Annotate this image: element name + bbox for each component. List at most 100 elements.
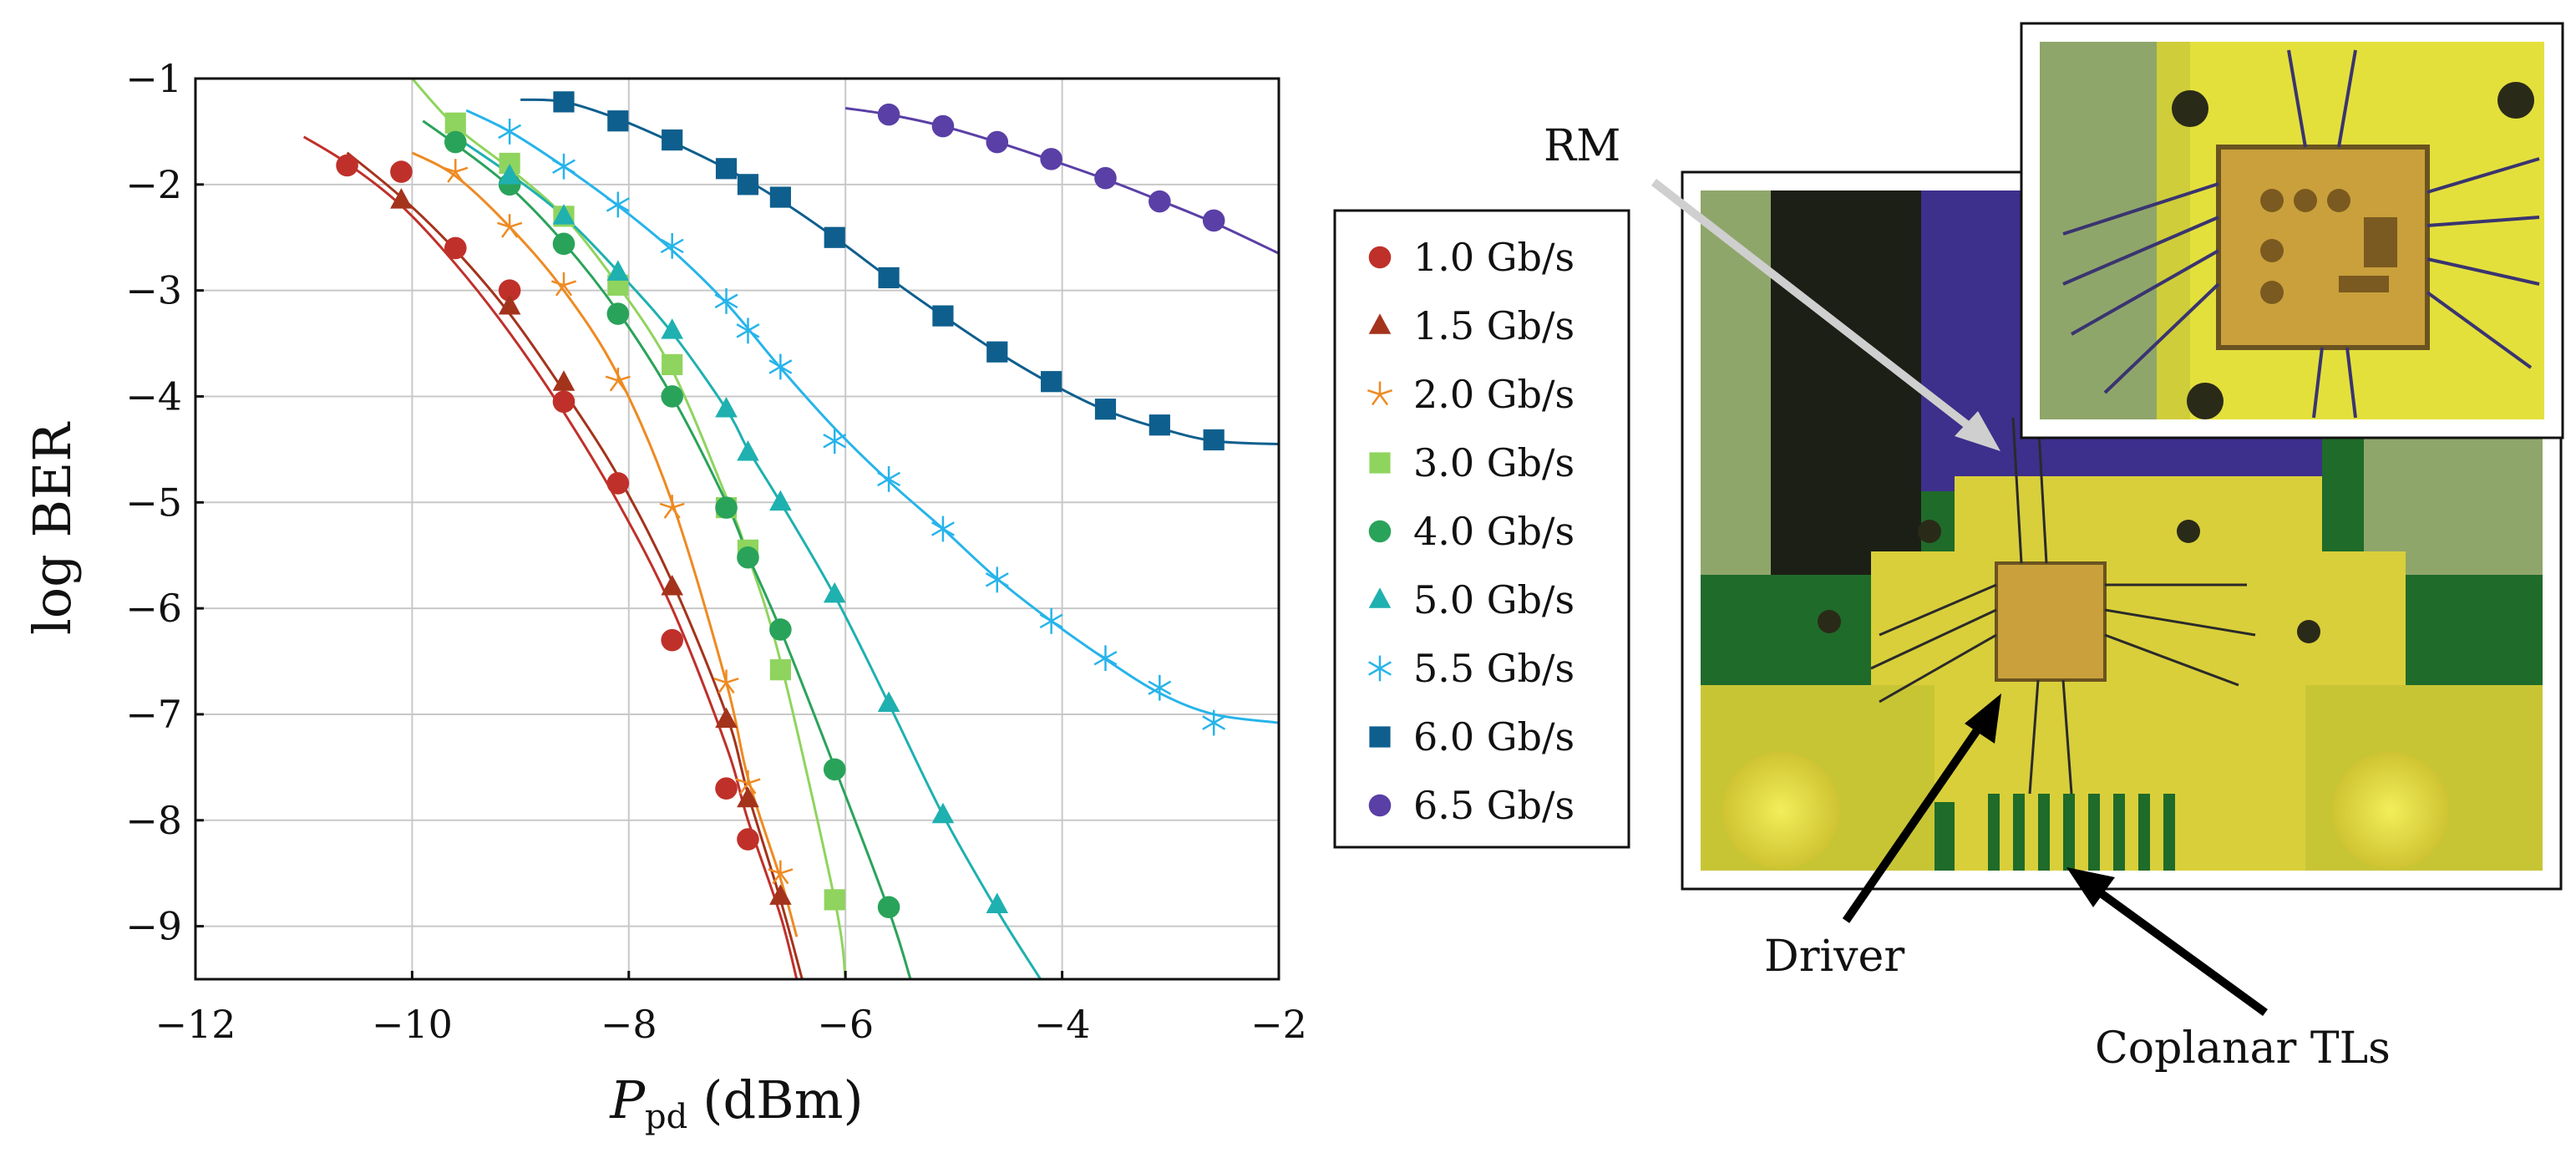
- data-point-triangle: [823, 582, 846, 603]
- data-point-circle: [737, 828, 759, 851]
- data-point-asterisk: [1202, 709, 1226, 736]
- data-point-asterisk: [552, 153, 576, 180]
- data-point-triangle: [498, 163, 521, 185]
- data-point-star: [659, 495, 685, 519]
- data-point-circle: [1094, 166, 1117, 190]
- ber-plot: −12 −10 −8 −6 −4 −2 −1 −2 −3 −4 −5 −6 −7 −8 −9 Ppd (dB…: [22, 56, 1307, 1136]
- inset-bond-wires: [2062, 49, 2540, 419]
- legend-marker: [1368, 655, 1392, 682]
- data-point-square: [1149, 414, 1170, 436]
- data-point-square: [1041, 371, 1062, 393]
- data-point-triangle: [877, 691, 900, 713]
- legend-marker: [1368, 313, 1392, 334]
- data-point-square: [553, 91, 575, 113]
- legend-marker: [1369, 726, 1391, 748]
- legend: 1.0 Gb/s 1.5 Gb/s 2.0 Gb/s 3.0 Gb/s 4.0 Gb/s…: [1333, 209, 1630, 849]
- data-point-star: [550, 272, 577, 297]
- data-point-square: [1203, 429, 1225, 451]
- data-point-circle: [498, 279, 521, 302]
- x-tick-label: −10: [372, 1002, 453, 1047]
- data-point-triangle: [661, 318, 683, 339]
- data-point-square: [662, 353, 683, 376]
- arrow-tls-head: [2066, 867, 2115, 907]
- fit-curve: [465, 109, 1279, 724]
- legend-marker: [1368, 246, 1392, 269]
- data-point-square: [769, 186, 791, 208]
- legend-marker: [1369, 452, 1391, 474]
- plot-frame: [194, 77, 1280, 981]
- x-tick-label: −2: [1250, 1002, 1307, 1047]
- y-tick-label: −9: [125, 904, 182, 949]
- legend-marker: [1368, 794, 1392, 817]
- data-point-triangle: [986, 892, 1009, 914]
- data-point-square: [769, 659, 791, 681]
- data-point-star: [443, 159, 469, 183]
- data-point-circle: [986, 130, 1009, 154]
- y-tick-label: −1: [125, 56, 182, 101]
- data-markers: [336, 91, 1226, 919]
- data-point-asterisk: [823, 428, 847, 455]
- y-tick-label: −5: [125, 480, 182, 525]
- legend-label: 5.0 Gb/s: [1413, 577, 1575, 622]
- annotation-driver: Driver: [1764, 693, 2001, 982]
- data-point-star: [768, 860, 794, 885]
- legend-label: 2.0 Gb/s: [1413, 372, 1575, 417]
- data-point-triangle: [769, 884, 792, 905]
- data-point-triangle: [552, 370, 576, 391]
- data-point-circle: [552, 232, 576, 256]
- data-point-circle: [1149, 190, 1171, 213]
- legend-label: 6.0 Gb/s: [1413, 714, 1575, 759]
- y-tick-label: −7: [125, 692, 182, 737]
- data-point-circle: [877, 896, 900, 919]
- grid-lines: [195, 79, 1279, 979]
- driver-chip: [1995, 561, 2107, 682]
- data-point-circle: [661, 385, 683, 408]
- legend-marker: [1367, 381, 1393, 406]
- data-point-triangle: [661, 575, 683, 596]
- data-point-asterisk: [877, 465, 901, 492]
- data-point-circle: [606, 472, 630, 495]
- data-point-star: [713, 669, 739, 694]
- data-point-triangle: [931, 802, 955, 824]
- arrow-rm-shaft: [1651, 179, 1983, 438]
- x-tick-label: −6: [817, 1002, 874, 1047]
- data-point-square: [607, 110, 629, 132]
- fit-curve: [411, 151, 799, 937]
- annotation-rm: RM: [1544, 121, 2000, 451]
- data-point-square: [824, 226, 845, 248]
- data-point-circle: [877, 103, 900, 126]
- x-axis-label: Ppd (dBm): [609, 1069, 863, 1136]
- data-point-asterisk: [606, 191, 630, 218]
- data-point-asterisk: [714, 287, 738, 314]
- data-point-asterisk: [1039, 607, 1063, 634]
- data-point-triangle: [715, 707, 738, 729]
- right-pad: [2332, 752, 2449, 869]
- data-point-square: [662, 129, 683, 151]
- data-point-asterisk: [985, 566, 1009, 593]
- data-point-circle: [606, 302, 630, 325]
- y-tick-labels: −1 −2 −3 −4 −5 −6 −7 −8 −9: [125, 56, 204, 949]
- arrow-tls-shaft: [2086, 880, 2268, 1017]
- legend-label: 6.5 Gb/s: [1413, 783, 1575, 828]
- data-point-circle: [444, 130, 467, 154]
- data-point-star: [605, 368, 631, 392]
- y-tick-label: −3: [125, 268, 182, 313]
- legend-marker: [1368, 587, 1392, 608]
- x-tick-labels: −12 −10 −8 −6 −4 −2: [155, 971, 1307, 1047]
- legend-label: 1.0 Gb/s: [1413, 235, 1575, 280]
- arrow-driver-head: [1965, 693, 2001, 744]
- data-point-circle: [823, 758, 846, 781]
- data-point-circle: [1202, 209, 1225, 232]
- data-point-square: [444, 112, 466, 134]
- data-point-circle: [737, 546, 759, 569]
- data-point-circle: [390, 160, 413, 183]
- data-point-triangle: [390, 188, 413, 209]
- data-point-circle: [336, 154, 358, 177]
- legend-label: 3.0 Gb/s: [1413, 440, 1575, 485]
- chip-photo: RM Driver Coplanar TLs: [1544, 22, 2564, 1074]
- data-point-square: [824, 889, 845, 911]
- data-point-asterisk: [768, 353, 793, 380]
- bond-wires: [1870, 417, 2256, 795]
- data-point-triangle: [552, 204, 576, 225]
